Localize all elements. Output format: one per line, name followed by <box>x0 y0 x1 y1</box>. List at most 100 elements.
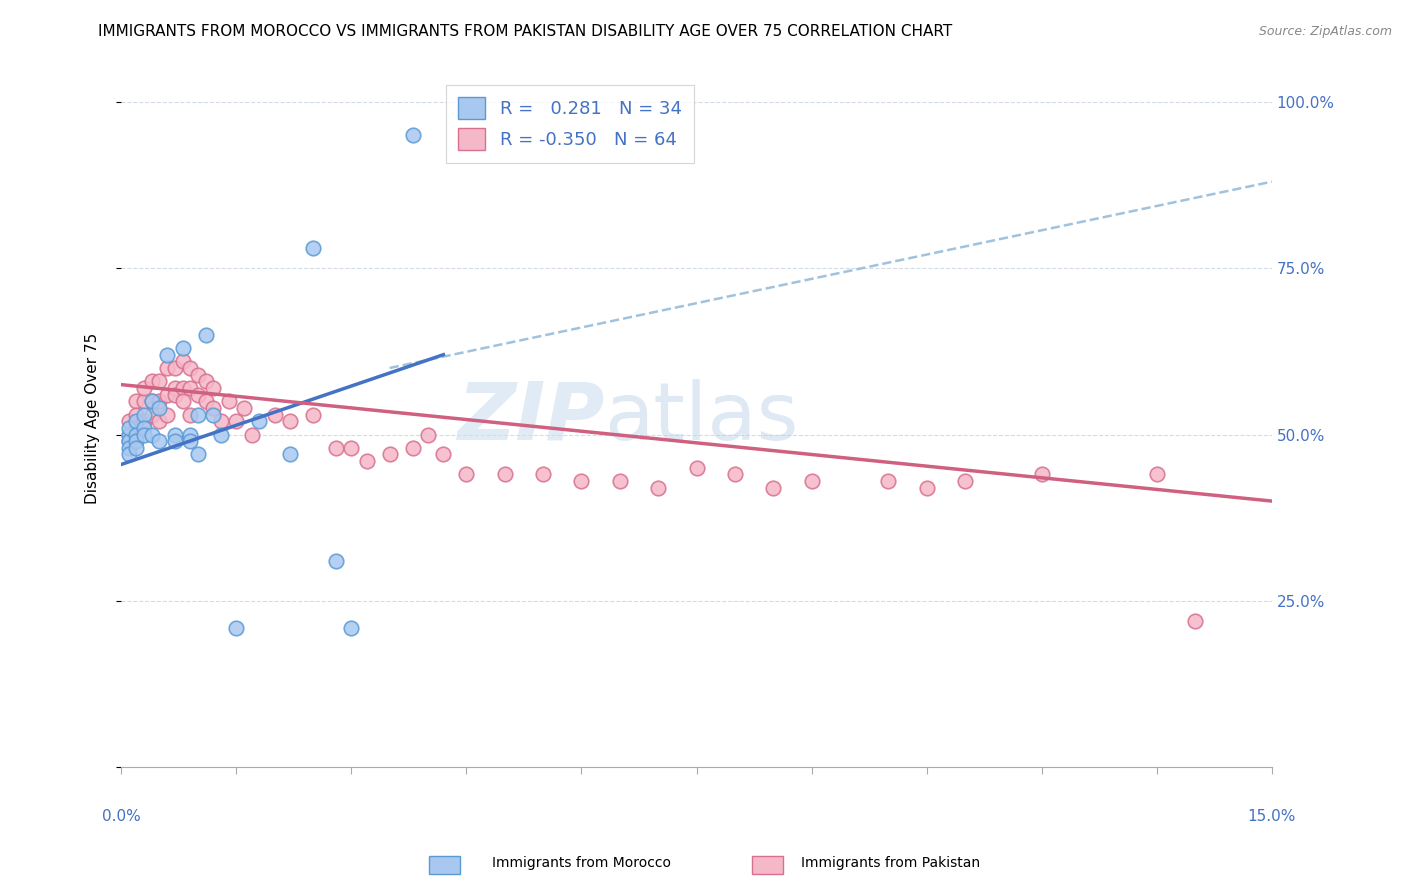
Point <box>263 408 285 422</box>
Point <box>125 427 148 442</box>
Point <box>125 414 148 428</box>
Point <box>179 408 201 422</box>
Point <box>163 361 186 376</box>
Text: ZIP: ZIP <box>457 379 605 457</box>
Point <box>118 427 141 442</box>
Point <box>800 474 823 488</box>
Point <box>401 128 423 142</box>
Point <box>141 374 163 388</box>
Point <box>148 434 170 449</box>
Point <box>125 441 148 455</box>
Point <box>685 460 707 475</box>
Point <box>172 354 194 368</box>
Point <box>325 441 347 455</box>
Point <box>125 408 148 422</box>
Point <box>163 387 186 401</box>
Point <box>247 414 270 428</box>
Point <box>202 401 225 415</box>
Point <box>356 454 378 468</box>
Point <box>187 387 209 401</box>
Point <box>163 427 186 442</box>
Point <box>647 481 669 495</box>
Point <box>141 408 163 422</box>
Point <box>1184 614 1206 628</box>
Y-axis label: Disability Age Over 75: Disability Age Over 75 <box>86 332 100 503</box>
Point <box>302 241 325 255</box>
Point <box>118 448 141 462</box>
Point <box>156 348 179 362</box>
Text: Immigrants from Pakistan: Immigrants from Pakistan <box>801 856 980 871</box>
Point <box>232 401 254 415</box>
Point <box>1031 467 1053 482</box>
Point <box>163 381 186 395</box>
Text: 15.0%: 15.0% <box>1247 809 1296 824</box>
Point <box>125 421 148 435</box>
Point <box>194 374 217 388</box>
Point <box>278 448 301 462</box>
Point <box>125 434 148 449</box>
Point <box>194 394 217 409</box>
Point <box>125 394 148 409</box>
Point <box>134 421 156 435</box>
Text: atlas: atlas <box>605 379 799 457</box>
Point <box>762 481 785 495</box>
Point <box>187 408 209 422</box>
Point <box>202 381 225 395</box>
Point <box>187 368 209 382</box>
Point <box>187 448 209 462</box>
Point <box>172 381 194 395</box>
Point <box>148 414 170 428</box>
Point <box>156 361 179 376</box>
Point <box>118 414 141 428</box>
Point <box>179 381 201 395</box>
Point <box>202 408 225 422</box>
Point <box>494 467 516 482</box>
Point <box>609 474 631 488</box>
Point <box>278 414 301 428</box>
Point <box>134 414 156 428</box>
Point <box>179 434 201 449</box>
Point <box>134 381 156 395</box>
Point <box>141 394 163 409</box>
Point <box>141 427 163 442</box>
Point <box>156 408 179 422</box>
Point <box>163 434 186 449</box>
Text: Immigrants from Morocco: Immigrants from Morocco <box>492 856 671 871</box>
Point <box>302 408 325 422</box>
Point <box>209 427 232 442</box>
Point <box>1146 467 1168 482</box>
Text: IMMIGRANTS FROM MOROCCO VS IMMIGRANTS FROM PAKISTAN DISABILITY AGE OVER 75 CORRE: IMMIGRANTS FROM MOROCCO VS IMMIGRANTS FR… <box>98 24 953 38</box>
Point <box>915 481 938 495</box>
Point <box>416 427 439 442</box>
Point <box>179 361 201 376</box>
Point <box>225 620 247 634</box>
Point <box>340 441 363 455</box>
Point <box>118 434 141 449</box>
Point <box>134 427 156 442</box>
Point <box>134 408 156 422</box>
Point <box>209 414 232 428</box>
Point <box>401 441 423 455</box>
Point <box>225 414 247 428</box>
Point <box>148 394 170 409</box>
Text: Source: ZipAtlas.com: Source: ZipAtlas.com <box>1258 25 1392 37</box>
Point <box>432 448 454 462</box>
Point <box>325 554 347 568</box>
Point <box>134 394 156 409</box>
Point <box>118 434 141 449</box>
Point <box>531 467 554 482</box>
Text: 0.0%: 0.0% <box>101 809 141 824</box>
Point <box>148 401 170 415</box>
Point <box>378 448 401 462</box>
Point <box>179 427 201 442</box>
Point <box>118 421 141 435</box>
Point <box>194 327 217 342</box>
Point <box>571 474 593 488</box>
Point <box>156 387 179 401</box>
Point <box>148 374 170 388</box>
Point <box>724 467 747 482</box>
Point <box>877 474 900 488</box>
Point <box>172 394 194 409</box>
Point <box>141 394 163 409</box>
Point <box>172 341 194 355</box>
